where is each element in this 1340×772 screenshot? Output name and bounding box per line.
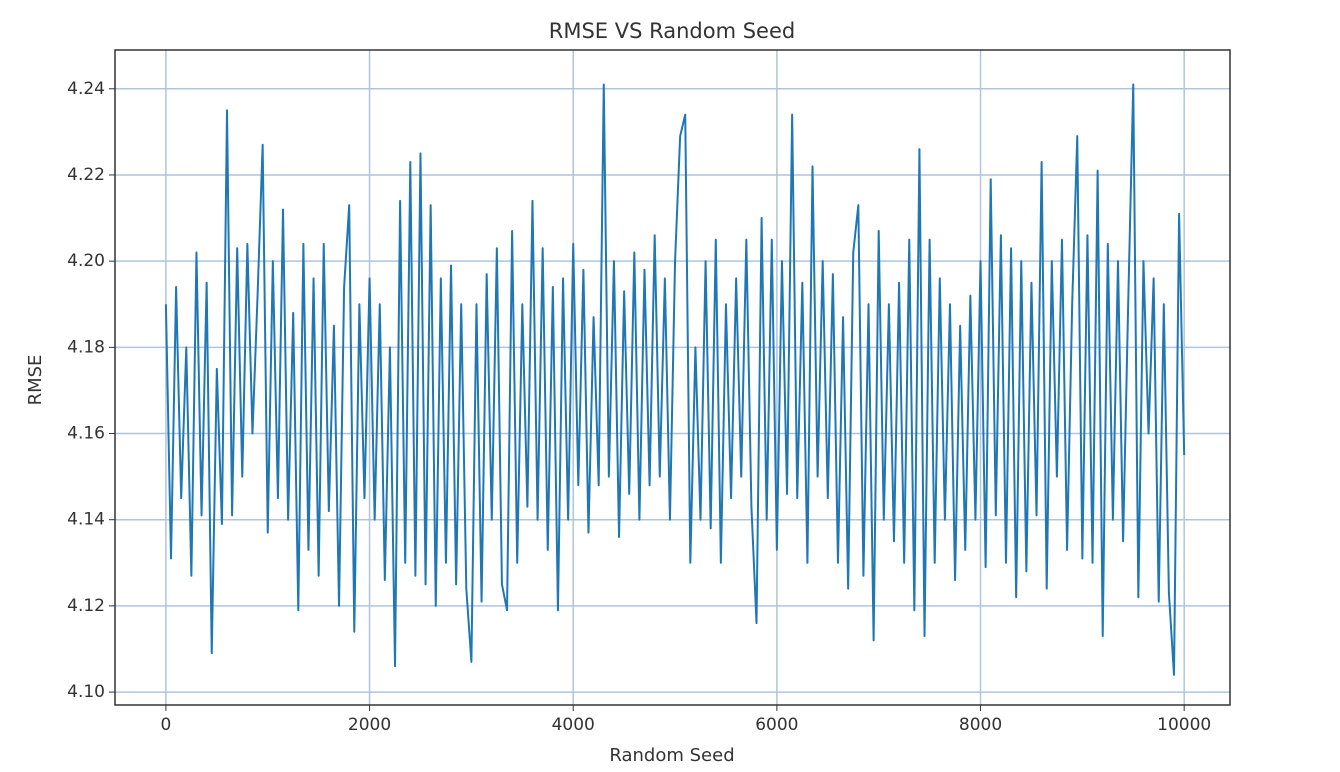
x-tick-label: 6000	[755, 715, 798, 735]
chart-title: RMSE VS Random Seed	[549, 19, 795, 43]
x-tick-label: 2000	[348, 715, 391, 735]
y-tick-label: 4.12	[67, 596, 105, 616]
y-tick-label: 4.16	[67, 424, 105, 444]
x-tick-label: 4000	[552, 715, 595, 735]
x-tick-label: 10000	[1157, 715, 1211, 735]
x-tick-label: 8000	[959, 715, 1002, 735]
x-axis-label: Random Seed	[609, 745, 734, 766]
y-tick-label: 4.22	[67, 165, 105, 185]
y-tick-label: 4.10	[67, 682, 105, 702]
y-tick-label: 4.20	[67, 251, 105, 271]
x-tick-label: 0	[160, 715, 171, 735]
y-tick-label: 4.18	[67, 337, 105, 357]
y-tick-label: 4.24	[67, 79, 105, 99]
plot-frame	[114, 49, 1231, 706]
y-tick-label: 4.14	[67, 510, 105, 530]
y-axis-label: RMSE	[25, 355, 46, 406]
data-line	[164, 83, 1186, 676]
